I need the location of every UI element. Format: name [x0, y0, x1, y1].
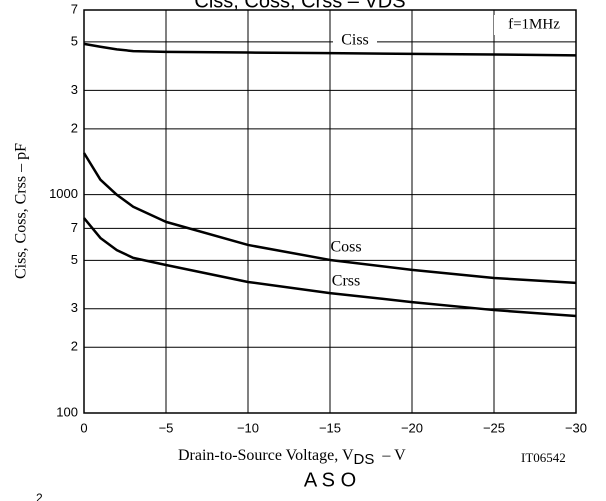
x-axis-label-text: Drain-to-Source Voltage, V [178, 447, 354, 464]
x-axis-label-unit: – V [381, 447, 406, 464]
series-line [83, 42, 577, 57]
x-tick-label: −20 [401, 420, 423, 435]
y-tick-label: 100 [56, 404, 78, 419]
y-tick-label: 7 [71, 220, 78, 235]
x-tick-label: −15 [319, 420, 341, 435]
y-tick-label: 1000 [49, 186, 78, 201]
y-tick-label: 5 [71, 252, 78, 267]
x-tick-label: −5 [159, 420, 174, 435]
footer-tick: 2 [36, 491, 43, 501]
annotation: f=1MHz [508, 16, 560, 32]
series-label: Ciss [341, 32, 369, 49]
x-axis-label: Drain-to-Source Voltage, VDS – V [178, 447, 406, 468]
y-tick-label: 7 [71, 1, 78, 16]
y-axis-label: Ciss, Coss, Crss – pF [13, 143, 30, 279]
y-tick-label: 2 [71, 339, 78, 354]
x-tick-label: −25 [483, 420, 505, 435]
series-label: Coss [330, 239, 361, 256]
annotation-bg [494, 15, 572, 35]
footer: A S O [304, 469, 356, 491]
series-label: Crss [332, 273, 360, 290]
y-tick-label: 2 [71, 120, 78, 135]
x-tick-label: −10 [237, 420, 259, 435]
x-tick-label: −30 [565, 420, 587, 435]
y-tick-label: 5 [71, 33, 78, 48]
series-line [83, 217, 577, 318]
label-bg [333, 32, 377, 50]
x-tick-label: 0 [80, 420, 87, 435]
x-axis-label-sub: DS [354, 451, 375, 468]
chart-title: Ciss, Coss, Crss – VDS [194, 0, 405, 12]
plot-frame [83, 9, 577, 414]
y-tick-label: 3 [71, 82, 78, 97]
y-tick-label: 3 [71, 300, 78, 315]
figure-id: IT06542 [521, 450, 566, 465]
series-line [82, 152, 577, 285]
